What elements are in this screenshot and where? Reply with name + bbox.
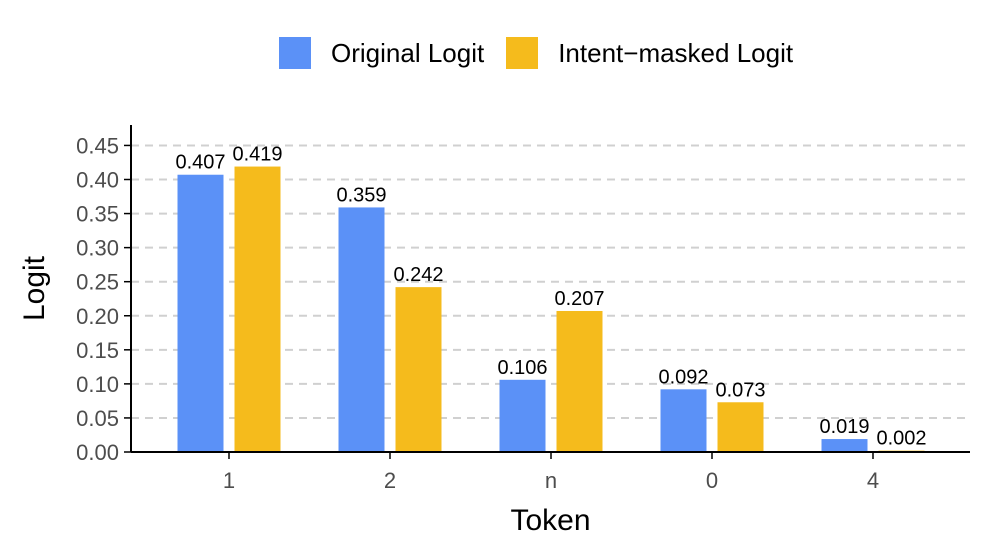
bar-masked-0 (717, 402, 764, 452)
y-tick-label: 0.35 (76, 202, 119, 227)
x-tick-label: 2 (384, 468, 396, 493)
bar-masked-1 (234, 166, 281, 452)
x-tick-label: n (545, 468, 557, 493)
y-tick-label: 0.40 (76, 168, 119, 193)
legend-swatch-original (279, 37, 311, 69)
y-tick-label: 0.00 (76, 440, 119, 465)
data-label: 0.359 (336, 184, 386, 206)
data-label: 0.242 (393, 264, 443, 286)
bar-original-0 (660, 389, 707, 452)
data-labels: 0.407 0.419 0.359 0.242 0.106 0.207 0.092 0.073… (175, 144, 926, 450)
data-label: 0.002 (876, 428, 926, 450)
legend-label-masked: Intent−masked Logit (558, 37, 794, 68)
y-tick-label: 0.10 (76, 372, 119, 397)
axes: 0.00 0.05 0.10 0.15 0.20 0.25 0.30 0.35 0.40 0.45… (76, 125, 970, 493)
data-label: 0.092 (658, 366, 708, 388)
y-tick-label: 0.45 (76, 133, 119, 158)
data-label: 0.106 (497, 357, 547, 379)
bar-masked-2 (395, 287, 442, 452)
bar-original-4 (821, 439, 868, 452)
legend-label-original: Original Logit (331, 37, 485, 68)
x-tick-label: 0 (706, 468, 718, 493)
bars (177, 166, 925, 452)
legend-swatch-masked (506, 37, 539, 69)
data-label: 0.407 (175, 152, 225, 174)
bar-masked-n (556, 310, 603, 452)
legend-item-original: Original Logit (279, 37, 484, 69)
y-tick-label: 0.30 (76, 236, 119, 261)
data-label: 0.019 (819, 416, 869, 438)
y-tick-label: 0.20 (76, 304, 119, 329)
data-label: 0.419 (232, 144, 282, 166)
legend: Original Logit Intent−masked Logit (279, 36, 815, 70)
data-label: 0.073 (715, 379, 765, 401)
x-tick-label: 1 (223, 468, 235, 493)
y-axis-title: Logit (18, 255, 51, 321)
x-tick-label: 4 (867, 468, 879, 493)
y-tick-label: 0.05 (76, 406, 119, 431)
data-label: 0.207 (554, 288, 604, 310)
bar-original-1 (177, 174, 224, 452)
bar-original-2 (338, 207, 385, 452)
bar-original-n (499, 379, 546, 452)
y-tick-label: 0.15 (76, 338, 119, 363)
legend-item-masked: Intent−masked Logit (506, 37, 793, 69)
y-tick-label: 0.25 (76, 270, 119, 295)
x-axis-title: Token (510, 504, 590, 537)
